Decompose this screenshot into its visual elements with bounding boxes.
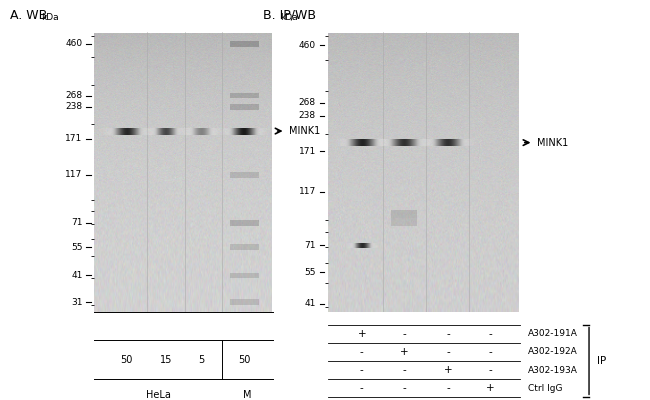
- Text: 171: 171: [66, 134, 83, 143]
- Text: -: -: [360, 347, 364, 357]
- Text: -: -: [488, 347, 492, 357]
- Text: -: -: [360, 383, 364, 393]
- Text: 15: 15: [159, 354, 172, 365]
- Text: kDa: kDa: [40, 13, 58, 22]
- Bar: [391, 210, 417, 218]
- Text: A302-192A: A302-192A: [528, 347, 577, 356]
- Text: -: -: [402, 383, 406, 393]
- Text: 31: 31: [71, 298, 83, 307]
- Text: 71: 71: [304, 241, 316, 250]
- Text: -: -: [488, 329, 492, 339]
- Bar: [230, 93, 259, 98]
- Text: 268: 268: [66, 91, 83, 100]
- Text: 117: 117: [298, 187, 316, 196]
- Text: kDa: kDa: [280, 13, 298, 22]
- Text: 5: 5: [198, 354, 205, 365]
- Bar: [230, 300, 259, 305]
- Text: -: -: [446, 329, 450, 339]
- Text: A. WB: A. WB: [10, 9, 47, 22]
- Text: +: +: [444, 365, 452, 375]
- Text: +: +: [400, 347, 408, 357]
- Text: -: -: [446, 383, 450, 393]
- Text: 171: 171: [298, 146, 316, 156]
- Text: 268: 268: [298, 98, 316, 108]
- Text: -: -: [402, 329, 406, 339]
- Bar: [230, 172, 259, 178]
- Text: Ctrl IgG: Ctrl IgG: [528, 384, 562, 393]
- Text: B. IP/WB: B. IP/WB: [263, 9, 317, 22]
- Text: HeLa: HeLa: [146, 390, 170, 400]
- Text: 238: 238: [66, 102, 83, 112]
- Text: -: -: [402, 365, 406, 375]
- Bar: [230, 41, 259, 47]
- Text: IP: IP: [597, 356, 606, 366]
- Text: 117: 117: [66, 170, 83, 180]
- Text: 238: 238: [298, 111, 316, 120]
- Bar: [230, 220, 259, 226]
- Bar: [391, 218, 417, 226]
- Text: -: -: [446, 347, 450, 357]
- Text: -: -: [488, 365, 492, 375]
- Text: +: +: [486, 383, 495, 393]
- Text: -: -: [360, 365, 364, 375]
- Bar: [230, 244, 259, 250]
- Text: MINK1: MINK1: [538, 138, 569, 148]
- Text: 55: 55: [71, 243, 83, 252]
- Text: A302-191A: A302-191A: [528, 329, 578, 338]
- Text: 50: 50: [120, 354, 133, 365]
- Text: A302-193A: A302-193A: [528, 366, 578, 374]
- Text: M: M: [243, 390, 252, 400]
- Text: 55: 55: [304, 268, 316, 277]
- Text: 460: 460: [66, 39, 83, 48]
- Text: 71: 71: [71, 218, 83, 227]
- Text: 41: 41: [72, 271, 83, 280]
- Text: 50: 50: [238, 354, 251, 365]
- Text: 460: 460: [298, 41, 316, 50]
- Text: 41: 41: [304, 299, 316, 308]
- Text: +: +: [358, 329, 366, 339]
- Text: MINK1: MINK1: [289, 126, 320, 136]
- Bar: [230, 104, 259, 110]
- Bar: [230, 273, 259, 278]
